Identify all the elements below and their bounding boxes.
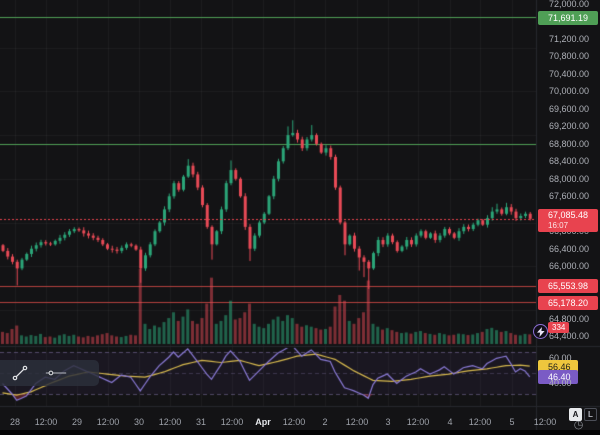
time-tick-label: 12:00 [406, 417, 430, 427]
price-tick-label: 72,000.00 [549, 0, 590, 9]
volume-value-label: 334 [548, 322, 570, 333]
price-tick-label: 68,400.00 [549, 156, 590, 167]
rsi-value-label: 46.40 [538, 370, 578, 384]
auto-scale-button[interactable]: A [569, 408, 582, 421]
price-tick-label: 68,800.00 [549, 138, 590, 149]
time-tick-label: Apr [255, 417, 271, 427]
time-tick-label: 12:00 [533, 417, 557, 427]
rsi-axis-tick-60: 60.00 [549, 353, 572, 363]
time-tick-label: 5 [509, 417, 515, 427]
time-tick-label: 12:00 [34, 417, 58, 427]
trend-line-icon[interactable] [9, 364, 31, 382]
last-price-label: 67,085.48 16:07 [538, 209, 598, 232]
price-tick-label: 68,000.00 [549, 173, 590, 184]
time-tick-label: 12:00 [158, 417, 182, 427]
clock-icon[interactable]: ◷ [573, 419, 584, 431]
price-tick-label: 70,400.00 [549, 68, 590, 79]
price-tick-label: 66,400.00 [549, 243, 590, 254]
bar-countdown: 16:07 [548, 220, 569, 230]
time-axis[interactable]: 28 12:00 29 12:00 30 12:00 31 12:00 Apr 12:00 2 12:… [0, 407, 600, 435]
red-level-price-label-2: 65,178.20 [538, 295, 598, 310]
price-tick-label: 70,000.00 [549, 86, 590, 97]
time-tick-label: 4 [447, 417, 453, 427]
price-tick-label: 69,200.00 [549, 121, 590, 132]
price-tick-label: 70,800.00 [549, 51, 590, 62]
price-tick-label: 71,200.00 [549, 33, 590, 44]
green-level-price-label: 71,691.19 [538, 11, 598, 25]
time-tick-label: 28 [9, 417, 21, 427]
time-tick-label: 12:00 [220, 417, 244, 427]
time-tick-label: 12:00 [282, 417, 306, 427]
price-tick-label: 69,600.00 [549, 103, 590, 114]
last-price-value: 67,085.48 [548, 210, 589, 220]
horizontal-line-icon[interactable] [45, 364, 67, 382]
time-tick-label: 12:00 [96, 417, 120, 427]
time-tick-label: 12:00 [345, 417, 369, 427]
time-tick-label: 3 [385, 417, 391, 427]
time-tick-label: 30 [133, 417, 145, 427]
bottom-strip [0, 430, 600, 435]
time-tick-label: 12:00 [468, 417, 492, 427]
price-tick-label: 66,000.00 [549, 261, 590, 272]
price-axis[interactable]: 72,000.00 71,200.00 70,800.00 70,400.00 70,0… [537, 0, 600, 407]
price-tick-label: 64,800.00 [549, 313, 590, 324]
lightning-badge-icon[interactable] [533, 324, 548, 339]
red-level-price-label-1: 65,553.98 [538, 279, 598, 293]
log-scale-button[interactable]: L [584, 408, 597, 421]
rsi-axis-tick-40: 40.00 [549, 378, 572, 388]
indicator-toolbar [0, 360, 99, 386]
time-tick-label: 29 [71, 417, 83, 427]
time-tick-label: 2 [322, 417, 328, 427]
price-tick-label: 67,600.00 [549, 191, 590, 202]
price-tick-label: 64,400.00 [549, 331, 590, 342]
time-tick-label: 31 [195, 417, 207, 427]
